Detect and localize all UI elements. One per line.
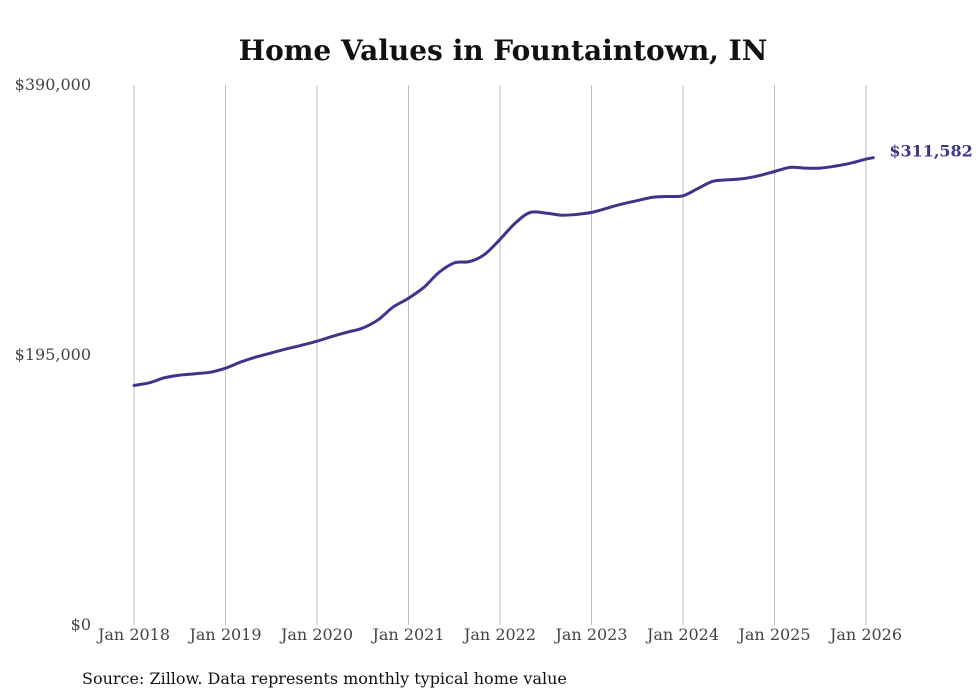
x-tick-label: Jan 2023: [553, 625, 627, 644]
gridlines: [133, 85, 867, 625]
y-axis-ticks: $0 $195,000 $390,000: [15, 75, 91, 634]
x-tick-label: Jan 2024: [645, 625, 719, 644]
series-layer: $311,582: [132, 142, 973, 387]
x-tick-label: Jan 2022: [462, 625, 536, 644]
y-tick-label: $0: [71, 615, 91, 634]
x-tick-label: Jan 2021: [370, 625, 444, 644]
x-tick-label: Jan 2020: [279, 625, 353, 644]
chart-title: Home Values in Fountaintown, IN: [239, 34, 768, 67]
x-tick-label: Jan 2026: [828, 625, 902, 644]
series-line: [132, 156, 875, 387]
y-tick-label: $195,000: [15, 345, 91, 364]
x-tick-label: Jan 2025: [736, 625, 810, 644]
x-tick-label: Jan 2018: [96, 625, 170, 644]
series-end-label: $311,582: [889, 142, 973, 161]
y-tick-label: $390,000: [15, 75, 91, 94]
x-tick-label: Jan 2019: [187, 625, 261, 644]
source-note: Source: Zillow. Data represents monthly …: [82, 669, 567, 688]
x-axis-ticks: Jan 2018 Jan 2019 Jan 2020 Jan 2021 Jan 2022…: [96, 625, 902, 644]
